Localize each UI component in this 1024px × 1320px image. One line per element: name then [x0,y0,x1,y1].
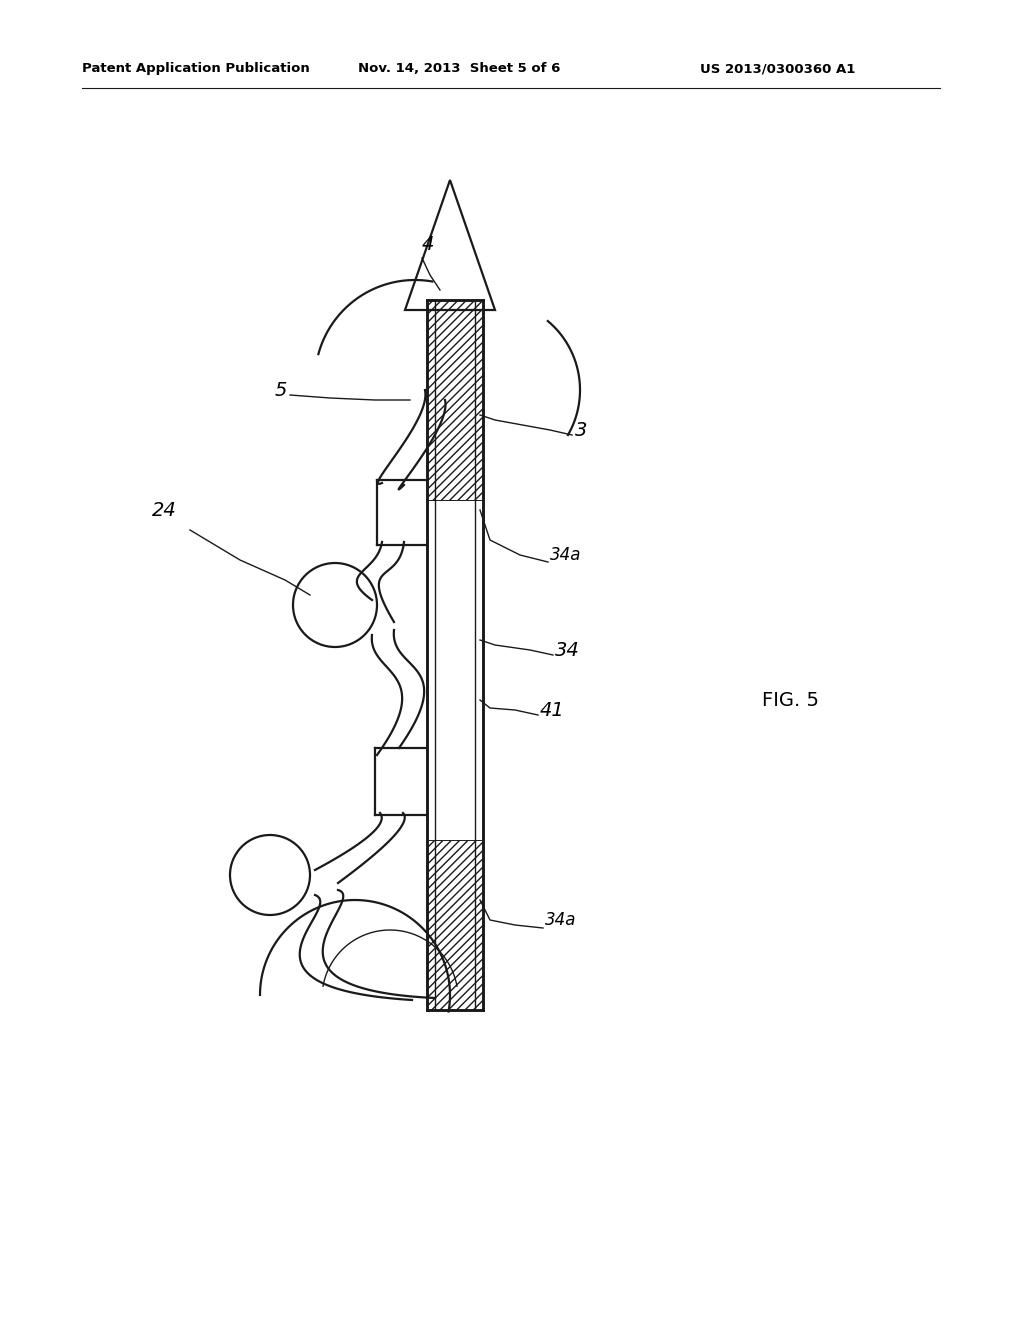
Text: 41: 41 [540,701,565,719]
Text: 4: 4 [422,235,434,255]
Text: 3: 3 [575,421,588,440]
Text: Nov. 14, 2013  Sheet 5 of 6: Nov. 14, 2013 Sheet 5 of 6 [358,62,560,75]
Polygon shape [427,300,483,500]
Text: Patent Application Publication: Patent Application Publication [82,62,309,75]
Polygon shape [427,840,483,1010]
Text: FIG. 5: FIG. 5 [762,690,819,710]
Text: 5: 5 [275,380,288,400]
Text: 34a: 34a [550,546,582,564]
Text: 34a: 34a [545,911,577,929]
Text: US 2013/0300360 A1: US 2013/0300360 A1 [700,62,855,75]
Text: 24: 24 [152,500,177,520]
Text: 34: 34 [555,640,580,660]
